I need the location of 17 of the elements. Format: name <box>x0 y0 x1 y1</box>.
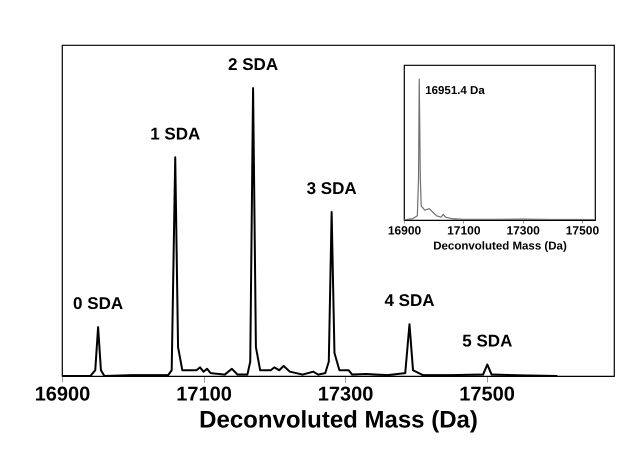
x-axis-title: Deconvoluted Mass (Da) <box>199 406 478 434</box>
x-tick-label: 17500 <box>566 224 600 238</box>
annotation: 5 SDA <box>462 331 512 350</box>
x-tick-label: 16900 <box>34 384 90 406</box>
x-tick-label: 17300 <box>506 224 540 238</box>
annotation: 4 SDA <box>384 291 435 310</box>
x-tick-label: 17100 <box>176 384 232 406</box>
x-tick-label: 16900 <box>388 224 422 238</box>
annotation: 16951.4 Da <box>425 85 486 98</box>
annotation: 0 SDA <box>73 294 124 314</box>
annotation: 3 SDA <box>306 178 357 198</box>
annotation: 2 SDA <box>228 55 278 74</box>
x-tick-label: 17300 <box>318 384 374 406</box>
x-axis-title: Deconvoluted Mass (Da) <box>433 240 567 252</box>
x-tick-label: 17100 <box>447 224 481 238</box>
x-tick-label: 17500 <box>459 384 515 406</box>
annotation: 1 SDA <box>150 124 200 144</box>
